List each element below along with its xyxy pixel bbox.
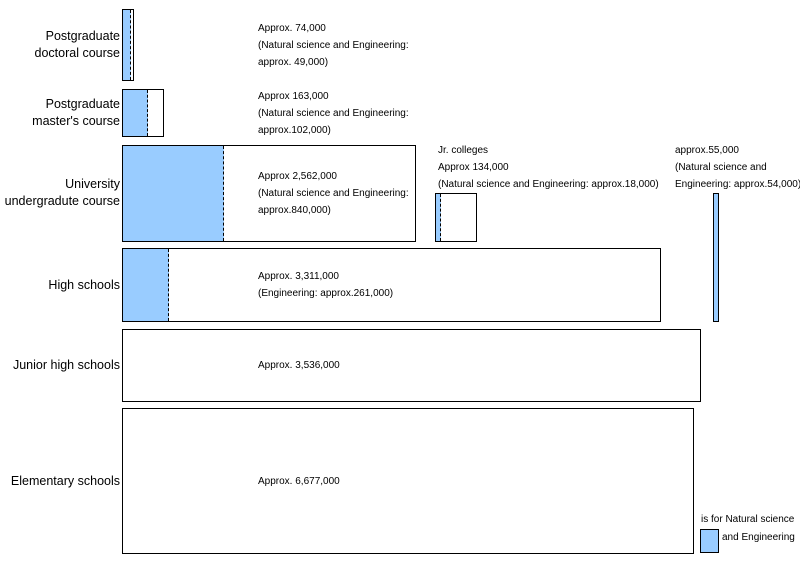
- doctoral-box: [122, 9, 134, 81]
- masters-label-line1: Postgraduate: [45, 97, 120, 111]
- level-label-junior-high: Junior high schools: [0, 357, 120, 374]
- university-science-line1: (Natural science and Engineering:: [258, 188, 409, 199]
- university-science-fill: [123, 146, 224, 241]
- high-schools-box: [122, 248, 661, 322]
- jr-colleges-box: [435, 193, 477, 242]
- university-note: Approx 2,562,000 (Natural science and En…: [258, 168, 409, 219]
- jr-colleges-title: Jr. colleges: [438, 145, 489, 156]
- technical-note: approx.55,000 (Natural science and Engin…: [675, 142, 800, 193]
- technical-box: [713, 193, 719, 322]
- masters-label-line2: master's course: [32, 114, 120, 128]
- junior-high-total: Approx. 3,536,000: [258, 360, 340, 371]
- university-label-line2: undergradute course: [4, 194, 120, 208]
- university-total: Approx 2,562,000: [258, 171, 337, 182]
- legend-line2: and Engineering: [722, 532, 795, 543]
- doctoral-science-line2: approx. 49,000): [258, 57, 329, 68]
- jr-colleges-total: Approx 134,000: [438, 162, 509, 173]
- technical-science-line1: (Natural science and: [675, 162, 767, 173]
- jr-colleges-note: Jr. colleges Approx 134,000 (Natural sci…: [438, 142, 659, 193]
- elementary-note: Approx. 6,677,000: [258, 473, 340, 490]
- junior-high-note: Approx. 3,536,000: [258, 357, 340, 374]
- jr-colleges-science: (Natural science and Engineering: approx…: [438, 179, 659, 190]
- university-label-line1: University: [65, 177, 120, 191]
- doctoral-note: Approx. 74,000 (Natural science and Engi…: [258, 20, 409, 71]
- legend-swatch: [700, 529, 719, 553]
- legend-line1: is for Natural science: [701, 514, 795, 525]
- masters-science-line2: approx.102,000): [258, 125, 331, 136]
- level-label-elementary: Elementary schools: [0, 473, 120, 490]
- elementary-box: [122, 408, 694, 554]
- university-science-line2: approx.840,000): [258, 205, 331, 216]
- level-label-masters: Postgraduate master's course: [0, 96, 120, 130]
- junior-high-box: [122, 329, 701, 402]
- university-box: [122, 145, 416, 242]
- masters-science-fill: [123, 90, 148, 136]
- high-schools-note: Approx. 3,311,000 (Engineering: approx.2…: [258, 268, 393, 302]
- high-schools-science-fill: [123, 249, 169, 321]
- technical-total: approx.55,000: [675, 145, 739, 156]
- high-schools-label: High schools: [48, 278, 120, 292]
- masters-science-line1: (Natural science and Engineering:: [258, 108, 409, 119]
- doctoral-total: Approx. 74,000: [258, 23, 326, 34]
- doctoral-science-fill: [123, 10, 131, 80]
- level-label-doctoral: Postgraduate doctoral course: [0, 28, 120, 62]
- level-label-high-schools: High schools: [0, 277, 120, 294]
- elementary-label: Elementary schools: [10, 474, 120, 488]
- masters-box: [122, 89, 164, 137]
- high-schools-science: (Engineering: approx.261,000): [258, 288, 394, 299]
- high-schools-total: Approx. 3,311,000: [258, 271, 339, 282]
- masters-note: Approx 163,000 (Natural science and Engi…: [258, 88, 409, 139]
- junior-high-label: Junior high schools: [12, 358, 120, 372]
- doctoral-label-line2: doctoral course: [34, 46, 120, 60]
- jr-colleges-science-fill: [436, 194, 441, 241]
- elementary-total: Approx. 6,677,000: [258, 476, 340, 487]
- technical-science-line2: Engineering: approx.54,000): [675, 179, 800, 190]
- level-label-university: University undergradute course: [0, 176, 120, 210]
- doctoral-label-line1: Postgraduate: [45, 29, 120, 43]
- doctoral-science-line1: (Natural science and Engineering:: [258, 40, 409, 51]
- masters-total: Approx 163,000: [258, 91, 329, 102]
